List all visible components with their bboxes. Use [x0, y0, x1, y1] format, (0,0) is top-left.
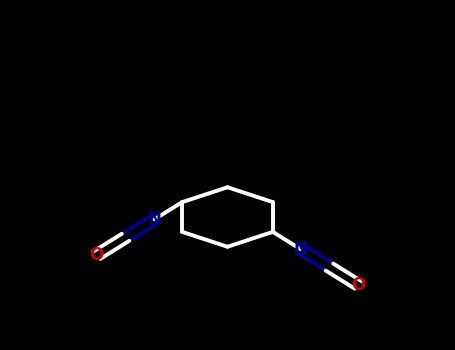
Text: O: O [89, 246, 104, 264]
Text: O: O [351, 276, 366, 294]
Text: N: N [293, 240, 308, 258]
Text: N: N [147, 210, 162, 228]
